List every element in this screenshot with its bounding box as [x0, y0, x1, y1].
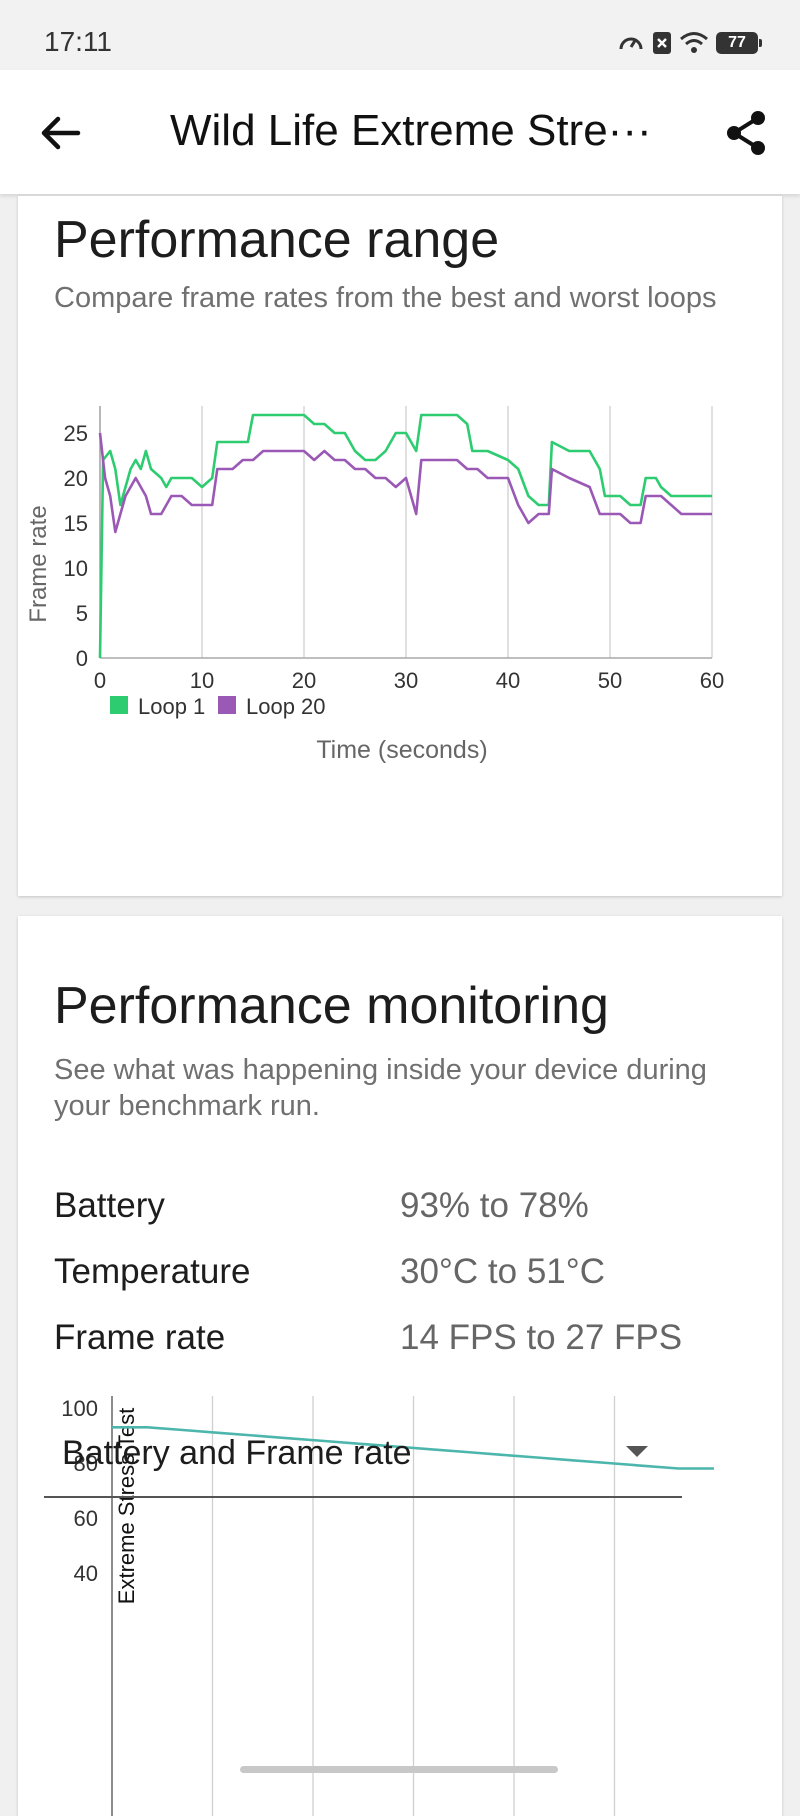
metric-value-temperature: 30°C to 51°C — [400, 1252, 606, 1291]
x-tick-label: 30 — [394, 668, 418, 693]
metric-value-battery: 93% to 78% — [400, 1186, 589, 1225]
performance-range-title: Performance range — [54, 211, 500, 269]
x-tick-label: 50 — [598, 668, 622, 693]
performance-monitoring-card: Performance monitoring See what was happ… — [18, 916, 782, 1816]
y-tick-label: 10 — [64, 556, 88, 581]
series-line-loop-20 — [98, 432, 712, 534]
notification-blocked-icon — [653, 32, 671, 54]
y-tick-label: 0 — [76, 646, 88, 671]
share-icon[interactable] — [722, 108, 772, 158]
series-line-battery — [112, 1426, 714, 1470]
status-icons: 77 — [618, 30, 762, 56]
status-bar: 17:11 77 — [0, 0, 800, 70]
home-indicator[interactable] — [240, 1766, 558, 1773]
metric-label-frame-rate: Frame rate — [54, 1318, 226, 1357]
y-tick-label: 40 — [74, 1561, 98, 1586]
series-line-loop-1 — [98, 413, 712, 659]
y-tick-label: 60 — [74, 1506, 98, 1531]
y-tick-label: 80 — [74, 1451, 98, 1476]
legend-swatch — [218, 696, 236, 714]
y-tick-label: 100 — [61, 1396, 98, 1421]
legend-label: Loop 1 — [138, 694, 205, 719]
x-tick-label: 20 — [292, 668, 316, 693]
x-tick-label: 40 — [496, 668, 520, 693]
y-axis-label: Frame rate — [25, 505, 52, 622]
wifi-icon — [680, 32, 708, 53]
x-tick-label: 10 — [190, 668, 214, 693]
performance-range-card: Performance range Compare frame rates fr… — [18, 196, 782, 896]
performance-range-subtitle: Compare frame rates from the best and wo… — [54, 282, 717, 314]
y-tick-label: 5 — [76, 601, 88, 626]
legend-label: Loop 20 — [246, 694, 326, 719]
battery-icon: 77 — [716, 32, 762, 54]
legend-swatch — [110, 696, 128, 714]
y-tick-label: 15 — [64, 511, 88, 536]
performance-monitoring-subtitle: See what was happening inside your devic… — [54, 1054, 707, 1122]
app-bar: Wild Life Extreme Stre··· — [0, 70, 800, 194]
frame-rate-chart: 0 10 20 30 40 50 60 0 5 10 15 20 25 Frame rate Time (s… — [25, 406, 724, 764]
x-axis-label: Time (seconds) — [316, 736, 487, 764]
metric-value-frame-rate: 14 FPS to 27 FPS — [400, 1318, 683, 1357]
dropdown-selected-value: Battery and Frame rate — [62, 1434, 412, 1472]
x-tick-label: 0 — [94, 668, 106, 693]
metric-select-dropdown[interactable]: Battery and Frame rate — [44, 1410, 682, 1498]
x-tick-label: 60 — [700, 668, 724, 693]
metric-label-temperature: Temperature — [54, 1252, 251, 1291]
status-time: 17:11 — [44, 26, 112, 57]
metric-label-battery: Battery — [54, 1186, 165, 1225]
y-tick-label: 20 — [64, 466, 88, 491]
y-axis-label: Extreme Stress Test — [114, 1408, 139, 1604]
back-arrow-icon[interactable] — [36, 108, 86, 158]
performance-monitoring-title: Performance monitoring — [54, 977, 609, 1035]
speed-icon — [619, 37, 643, 50]
chevron-down-icon — [626, 1446, 648, 1457]
battery-frame-rate-chart: 40 60 80 100 Extreme Stress Test — [61, 1396, 714, 1816]
y-tick-label: 25 — [64, 421, 88, 446]
page-title: Wild Life Extreme Stre··· — [170, 106, 652, 155]
